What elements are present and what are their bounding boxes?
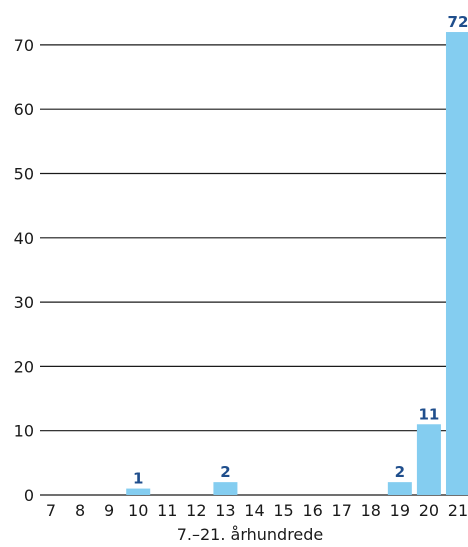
y-tick-label: 20 <box>14 357 34 376</box>
x-tick-label: 14 <box>244 501 264 520</box>
y-tick-label: 0 <box>24 486 34 505</box>
bar-19 <box>387 482 412 495</box>
bar-13 <box>213 482 238 495</box>
x-tick-label: 9 <box>104 501 114 520</box>
x-axis-ticks: 7 8 9 10 11 12 13 14 15 16 17 18 19 20 21 <box>46 501 468 520</box>
bar-20 <box>416 424 441 495</box>
data-label-20: 11 <box>418 405 439 423</box>
x-tick-label: 7 <box>46 501 56 520</box>
x-tick-label: 18 <box>361 501 381 520</box>
y-tick-label: 50 <box>14 165 34 184</box>
data-label-19: 2 <box>395 463 405 481</box>
data-label-21: 72 <box>448 13 468 31</box>
bar-21 <box>445 32 468 495</box>
x-tick-label: 11 <box>157 501 177 520</box>
x-tick-label: 17 <box>332 501 352 520</box>
x-tick-label: 16 <box>302 501 322 520</box>
y-tick-label: 70 <box>14 36 34 55</box>
gridlines <box>40 44 468 496</box>
x-tick-label: 13 <box>215 501 235 520</box>
y-tick-label: 10 <box>14 422 34 441</box>
bars <box>126 32 468 495</box>
x-tick-label: 20 <box>419 501 439 520</box>
x-tick-label: 8 <box>75 501 85 520</box>
x-tick-label: 15 <box>273 501 293 520</box>
data-labels: 1 2 2 11 72 <box>133 13 468 488</box>
data-label-10: 1 <box>133 470 143 488</box>
data-label-13: 2 <box>220 463 230 481</box>
y-axis-ticks: 0 10 20 30 40 50 60 70 <box>14 36 34 505</box>
x-axis-title: 7.–21. århundrede <box>177 525 324 544</box>
x-tick-label: 21 <box>448 501 468 520</box>
y-tick-label: 60 <box>14 100 34 119</box>
bar-10 <box>126 488 151 495</box>
x-tick-label: 10 <box>128 501 148 520</box>
x-tick-label: 12 <box>186 501 206 520</box>
x-tick-label: 19 <box>390 501 410 520</box>
y-tick-label: 30 <box>14 293 34 312</box>
y-tick-label: 40 <box>14 229 34 248</box>
